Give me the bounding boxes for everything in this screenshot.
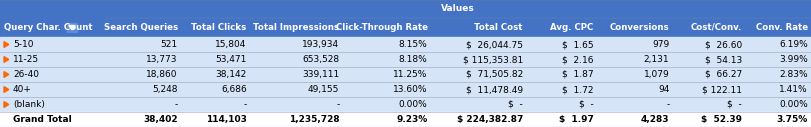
Text: $ 115,353.81: $ 115,353.81 [462, 55, 522, 64]
Polygon shape [4, 102, 9, 107]
Text: 1,235,728: 1,235,728 [289, 115, 339, 124]
Text: 979: 979 [651, 40, 668, 49]
Text: 653,528: 653,528 [302, 55, 339, 64]
Text: Avg. CPC: Avg. CPC [550, 23, 593, 32]
Text: 193,934: 193,934 [302, 40, 339, 49]
Text: 4,283: 4,283 [640, 115, 668, 124]
Text: 9.23%: 9.23% [396, 115, 427, 124]
Text: $  71,505.82: $ 71,505.82 [465, 70, 522, 79]
Text: $  -: $ - [508, 100, 522, 109]
Text: Query Char. Count: Query Char. Count [4, 23, 92, 32]
Text: $  66.27: $ 66.27 [704, 70, 741, 79]
Text: 8.15%: 8.15% [398, 40, 427, 49]
Text: 0.00%: 0.00% [779, 100, 807, 109]
Text: $  11,478.49: $ 11,478.49 [466, 85, 522, 94]
Text: 18,860: 18,860 [146, 70, 178, 79]
Bar [67, 23, 77, 31]
Text: $  54.13: $ 54.13 [704, 55, 741, 64]
Text: Cost/Conv.: Cost/Conv. [689, 23, 741, 32]
Text: 38,402: 38,402 [143, 115, 178, 124]
Text: $  1.72: $ 1.72 [561, 85, 593, 94]
Text: (blank): (blank) [13, 100, 45, 109]
Text: 0.00%: 0.00% [398, 100, 427, 109]
Bar [0, 18, 811, 37]
Text: 2,131: 2,131 [643, 55, 668, 64]
Bar [0, 52, 811, 67]
Text: 26-40: 26-40 [13, 70, 39, 79]
Text: $  1.97: $ 1.97 [558, 115, 593, 124]
Text: Total Impressions: Total Impressions [253, 23, 339, 32]
Text: 2.83%: 2.83% [779, 70, 807, 79]
Text: 13,773: 13,773 [146, 55, 178, 64]
Text: 11-25: 11-25 [13, 55, 39, 64]
Text: 11.25%: 11.25% [393, 70, 427, 79]
Polygon shape [4, 57, 9, 62]
Text: 3.99%: 3.99% [779, 55, 807, 64]
Text: 5,248: 5,248 [152, 85, 178, 94]
Text: $ 122.11: $ 122.11 [701, 85, 741, 94]
Text: 521: 521 [161, 40, 178, 49]
Text: 339,111: 339,111 [302, 70, 339, 79]
Polygon shape [4, 87, 9, 92]
Text: $  -: $ - [726, 100, 741, 109]
Text: -: - [243, 100, 247, 109]
Bar [0, 112, 811, 127]
Text: $ 224,382.87: $ 224,382.87 [456, 115, 522, 124]
Bar [0, 82, 811, 97]
Text: Total Clicks: Total Clicks [191, 23, 247, 32]
Text: $  -: $ - [578, 100, 593, 109]
Text: 49,155: 49,155 [307, 85, 339, 94]
Bar [0, 37, 811, 52]
Text: $  2.16: $ 2.16 [561, 55, 593, 64]
Text: 15,804: 15,804 [215, 40, 247, 49]
Text: -: - [174, 100, 178, 109]
Bar [0, 67, 811, 82]
Text: 94: 94 [657, 85, 668, 94]
Text: Conv. Rate: Conv. Rate [755, 23, 807, 32]
Text: 38,142: 38,142 [215, 70, 247, 79]
Text: 5-10: 5-10 [13, 40, 33, 49]
Text: $  26.60: $ 26.60 [704, 40, 741, 49]
Text: Conversions: Conversions [609, 23, 668, 32]
Text: $  52.39: $ 52.39 [700, 115, 741, 124]
Text: $  1.65: $ 1.65 [561, 40, 593, 49]
Text: -: - [665, 100, 668, 109]
Bar [0, 0, 811, 18]
Polygon shape [4, 42, 9, 47]
Text: 40+: 40+ [13, 85, 32, 94]
Polygon shape [4, 72, 9, 77]
Text: 6,686: 6,686 [221, 85, 247, 94]
Text: Total Cost: Total Cost [474, 23, 522, 32]
Text: 1.41%: 1.41% [779, 85, 807, 94]
Text: 114,103: 114,103 [205, 115, 247, 124]
Text: Click-Through Rate: Click-Through Rate [335, 23, 427, 32]
Text: 53,471: 53,471 [215, 55, 247, 64]
Text: 13.60%: 13.60% [393, 85, 427, 94]
Polygon shape [69, 25, 75, 30]
Text: 8.18%: 8.18% [398, 55, 427, 64]
Text: -: - [336, 100, 339, 109]
Bar [0, 97, 811, 112]
Text: $  1.87: $ 1.87 [561, 70, 593, 79]
Text: Values: Values [440, 4, 474, 13]
Text: 6.19%: 6.19% [779, 40, 807, 49]
Text: Search Queries: Search Queries [104, 23, 178, 32]
Text: $  26,044.75: $ 26,044.75 [466, 40, 522, 49]
Text: 3.75%: 3.75% [776, 115, 807, 124]
Text: 1,079: 1,079 [643, 70, 668, 79]
Text: Grand Total: Grand Total [13, 115, 71, 124]
